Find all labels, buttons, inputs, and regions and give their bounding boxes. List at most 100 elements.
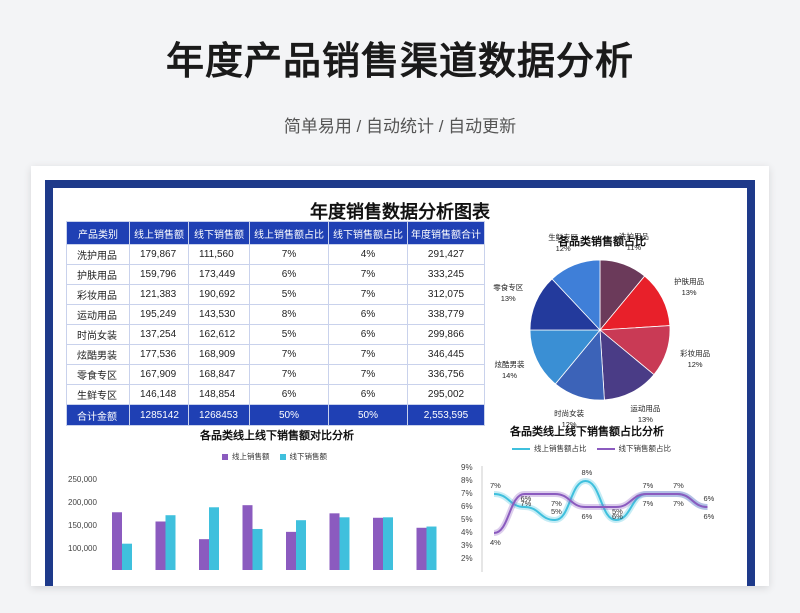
pie-label-name: 零食专区 xyxy=(493,282,524,292)
total-cell: 50% xyxy=(249,404,329,426)
line-data-label: 7% xyxy=(673,481,684,490)
pie-label-name: 生鲜专区 xyxy=(548,232,579,242)
y-tick-label: 5% xyxy=(461,515,473,524)
pie-chart-title: 各品类销售额占比 xyxy=(558,236,646,248)
column-header: 年度销售额合计 xyxy=(407,221,485,245)
pie-label: 运动用品 13% xyxy=(620,403,670,425)
bar-legend: 线上销售额 线下销售额 xyxy=(222,451,327,462)
legend-label: 线上销售额占比 xyxy=(534,444,587,453)
bar-offline xyxy=(209,507,219,570)
pie-label: 时尚女装 12% xyxy=(544,408,594,430)
bar-online xyxy=(242,505,253,570)
bar-online xyxy=(416,527,427,570)
column-header: 线下销售额 xyxy=(188,221,250,245)
pie-label-percent: 13% xyxy=(500,293,516,303)
pie-slice xyxy=(529,278,601,331)
legend-swatch-offline xyxy=(279,453,286,460)
bar-offline xyxy=(122,543,132,570)
blue-frame xyxy=(45,180,755,586)
bar-offline xyxy=(426,526,437,570)
table-total-row: 合计金额 1285142 1268453 50% 50% 2,553,595 xyxy=(66,404,485,426)
pie-label-percent: 12% xyxy=(555,243,571,253)
line-data-label: 5% xyxy=(612,507,623,516)
pie-label: 护肤用品 13% xyxy=(664,276,714,298)
bar-chart-title: 各品类线上线下销售额对比分析 xyxy=(200,430,354,442)
sales-table: 产品类别 线上销售额 线下销售额 线上销售额占比 线下销售额占比 年度销售额合计… xyxy=(66,221,485,426)
pie-slice xyxy=(599,275,671,331)
y-tick-label: 250,000 xyxy=(68,475,97,484)
column-header: 线上销售额 xyxy=(129,221,189,245)
line-data-label: 4% xyxy=(490,538,501,547)
line-chart-title: 各品类线上线下销售额占比分析 xyxy=(510,426,664,438)
pie-label: 零食专区 13% xyxy=(483,282,533,304)
y-tick-label: 3% xyxy=(461,541,473,550)
pie-label-name: 运动用品 xyxy=(630,403,661,413)
bar-online xyxy=(112,512,122,570)
line-data-label: 5% xyxy=(551,507,562,516)
y-tick-label: 6% xyxy=(461,502,473,511)
total-cell: 50% xyxy=(328,404,408,426)
line-data-label: 7% xyxy=(643,481,654,490)
bar-offline xyxy=(296,520,306,570)
bar-online xyxy=(155,521,166,570)
pie-label: 彩妆用品 12% xyxy=(670,348,720,370)
total-cell: 2,553,595 xyxy=(407,404,485,426)
pie-label-percent: 13% xyxy=(681,288,697,298)
y-tick-label: 150,000 xyxy=(68,521,97,530)
line-data-label: 6% xyxy=(582,512,593,521)
pie-label-name: 护肤用品 xyxy=(674,277,705,287)
y-tick-label: 2% xyxy=(461,554,473,563)
pie-label: 炫酷男装 14% xyxy=(485,359,535,381)
y-tick-label: 200,000 xyxy=(68,498,97,507)
pie-label-name: 炫酷男装 xyxy=(494,360,525,370)
pie-label: 洗护用品 11% xyxy=(609,231,659,253)
table-row: 彩妆用品 121,383 190,692 5% 7% 312,075 xyxy=(66,284,485,305)
pie-label-percent: 11% xyxy=(626,242,642,252)
line-data-label: 7% xyxy=(643,499,654,508)
y-tick-label: 8% xyxy=(461,476,473,485)
pie-slice xyxy=(551,259,601,332)
line-data-label: 7% xyxy=(551,499,562,508)
pie-label-percent: 12% xyxy=(687,360,703,370)
table-row: 洗护用品 179,867 111,560 7% 4% 291,427 xyxy=(66,244,485,265)
y-tick-label: 4% xyxy=(461,528,473,537)
table-row: 护肤用品 159,796 173,449 6% 7% 333,245 xyxy=(66,264,485,285)
bar-offline xyxy=(383,517,393,570)
pie-label-percent: 13% xyxy=(637,414,653,424)
bar-offline xyxy=(339,517,350,570)
total-cell: 合计金额 xyxy=(66,404,130,426)
legend-line-offline xyxy=(596,447,615,450)
pie-slice xyxy=(599,329,655,401)
table-row: 生鲜专区 146,148 148,854 6% 6% 295,002 xyxy=(66,384,485,405)
line-data-label: 6% xyxy=(521,494,532,503)
pie-label-name: 洗护用品 xyxy=(618,231,649,241)
pie-label-percent: 12% xyxy=(561,420,577,430)
line-data-label: 7% xyxy=(521,499,532,508)
legend-label: 线下销售额占比 xyxy=(618,444,672,453)
table-row: 时尚女装 137,254 162,612 5% 6% 299,866 xyxy=(66,324,485,345)
bar-online xyxy=(199,539,209,570)
legend-label: 线下销售额 xyxy=(289,452,328,461)
bar-offline xyxy=(252,528,263,570)
total-cell: 1285142 xyxy=(129,404,189,426)
table-header-row: 产品类别 线上销售额 线下销售额 线上销售额占比 线下销售额占比 年度销售额合计 xyxy=(66,221,485,245)
y-tick-label: 7% xyxy=(461,489,473,498)
bar-online xyxy=(286,531,296,570)
bar-online xyxy=(373,517,383,570)
line-data-label: 6% xyxy=(612,512,623,521)
pie-label: 生鲜专区 12% xyxy=(538,232,588,254)
table-cell: 291,427 xyxy=(407,244,485,265)
sheet-title: 年度销售数据分析图表 xyxy=(310,202,490,222)
bar-offline xyxy=(165,515,176,570)
y-tick-label: 100,000 xyxy=(68,544,97,553)
line-data-label: 6% xyxy=(704,494,715,503)
line-data-label: 6% xyxy=(704,512,715,521)
page-title: 年度产品销售渠道数据分析 xyxy=(165,41,634,83)
legend-label: 线上销售额 xyxy=(232,452,270,461)
y-tick-label: 9% xyxy=(461,463,473,472)
legend-line-online xyxy=(512,447,530,450)
line-legend: 线上销售额占比 线下销售额占比 xyxy=(512,443,671,454)
